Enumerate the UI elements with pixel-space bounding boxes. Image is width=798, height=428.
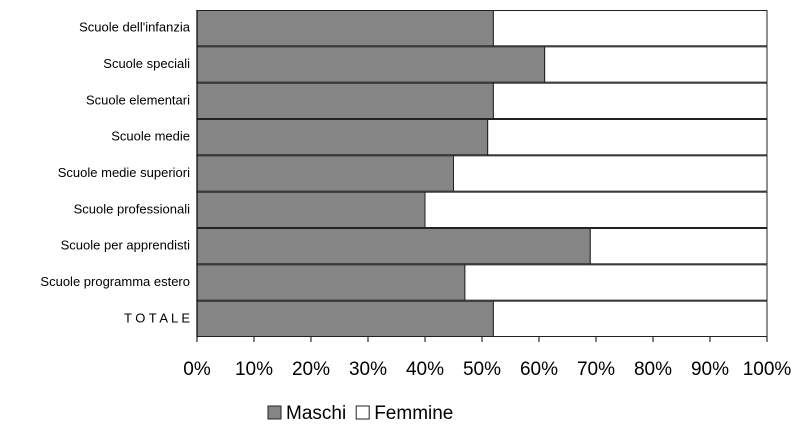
bar-segment: [464, 264, 768, 301]
x-tick-label: 10%: [235, 359, 273, 380]
category-label: Scuole dell'infanzia: [79, 20, 191, 35]
bar-segment: [196, 155, 454, 192]
x-tick-label: 20%: [292, 359, 330, 380]
x-tick-label: 0%: [183, 359, 211, 380]
bar-segment: [544, 46, 768, 83]
legend-label: Maschi: [286, 403, 346, 424]
category-label: Scuole medie superiori: [58, 165, 190, 180]
x-tick-label: 40%: [406, 359, 444, 380]
category-label: Scuole professionali: [74, 201, 190, 216]
bar-segment: [196, 82, 494, 119]
x-tick-label: 90%: [691, 359, 729, 380]
bar-segment: [424, 191, 768, 229]
category-label: T O T A L E: [124, 310, 190, 325]
category-label: Scuole per apprendisti: [61, 238, 190, 253]
category-label: Scuole programma estero: [40, 274, 190, 289]
bar-segment: [487, 119, 768, 156]
bar-segment: [196, 10, 494, 47]
bar-segment: [196, 300, 494, 337]
bar-segment: [453, 155, 768, 192]
x-tick-label: 50%: [463, 359, 501, 380]
x-tick-label: 70%: [577, 359, 615, 380]
category-label: Scuole medie: [111, 129, 190, 144]
legend-label: Femmine: [374, 403, 453, 424]
legend-swatch: [355, 405, 370, 420]
legend-swatch: [267, 405, 282, 420]
bar-segment: [196, 119, 489, 156]
bar-segment: [196, 191, 426, 229]
bar-segment: [196, 264, 466, 301]
bar-segment: [492, 300, 768, 337]
category-label: Scuole speciali: [103, 56, 190, 71]
bar-segment: [589, 228, 768, 265]
x-tick-label: 80%: [634, 359, 672, 380]
x-tick-label: 30%: [349, 359, 387, 380]
x-tick-label: 60%: [520, 359, 558, 380]
bar-segment: [196, 228, 591, 265]
bar-segment: [492, 82, 768, 119]
bar-segment: [492, 10, 768, 47]
category-label: Scuole elementari: [86, 92, 190, 107]
x-tick-label: 100%: [743, 359, 792, 380]
bar-segment: [196, 46, 546, 83]
